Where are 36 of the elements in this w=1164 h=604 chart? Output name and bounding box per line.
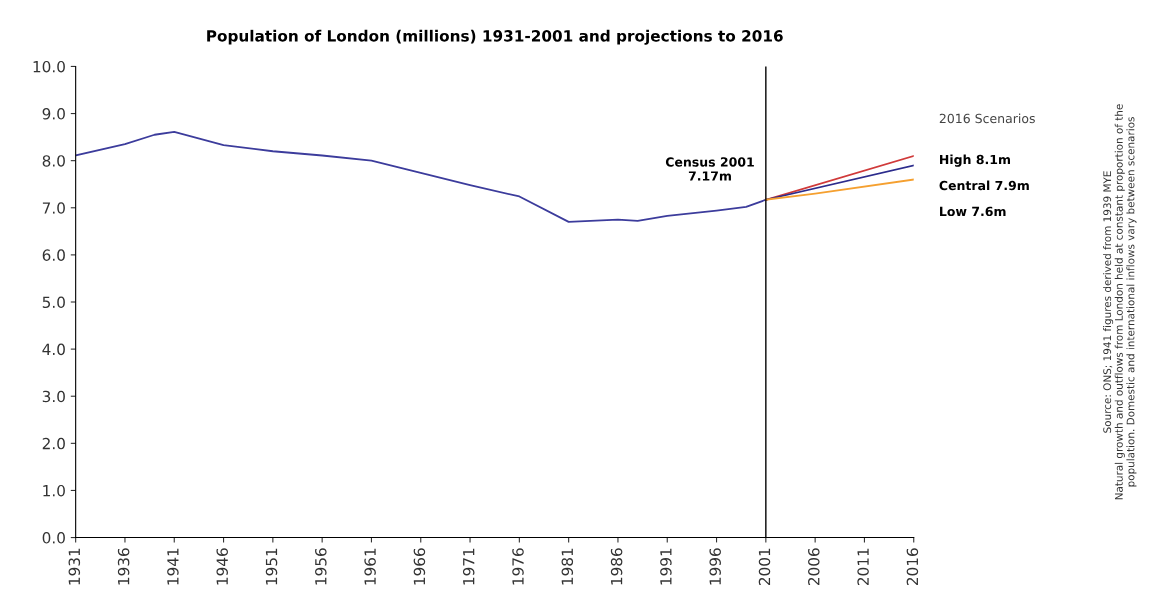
y-tick-label: 2.0 bbox=[42, 437, 65, 450]
y-tick-label: 9.0 bbox=[42, 108, 65, 120]
x-tick-label: 1976 bbox=[512, 548, 524, 585]
text: Low 7.6m bbox=[940, 206, 1006, 217]
x-tick-label: 1956 bbox=[315, 548, 327, 585]
annotation: Census 2001 7.17m bbox=[665, 157, 754, 181]
legend-title: 2016 Scenarios bbox=[939, 113, 1035, 124]
chart-title: Population of London (millions) 1931-2001 and projections to 2016 bbox=[207, 29, 783, 45]
y-tick-label: 3.0 bbox=[42, 390, 65, 403]
x-tick-label: 2001 bbox=[758, 548, 771, 586]
x-tick-label: 1986 bbox=[610, 548, 623, 585]
x-tick-label: 1931 bbox=[68, 548, 81, 585]
text: High 8.1m bbox=[940, 154, 1011, 167]
x-tick-label: 1971 bbox=[462, 548, 475, 585]
x-tick-label: 1981 bbox=[561, 548, 574, 585]
y-tick-label: 5.0 bbox=[42, 296, 65, 309]
x-tick-label: 1996 bbox=[709, 548, 721, 585]
x-tick-label: 2011 bbox=[857, 548, 869, 586]
x-tick-label: 1946 bbox=[216, 548, 228, 585]
y-tick-label: 0.0 bbox=[42, 532, 65, 544]
y-tick-label: 8.0 bbox=[42, 155, 65, 167]
x-tick-label: 1961 bbox=[364, 548, 376, 585]
x-tick-label: 1966 bbox=[413, 548, 426, 585]
x-tick-label: 1991 bbox=[660, 548, 672, 585]
x-tick-label: 2006 bbox=[808, 548, 820, 586]
source-note: Source: ONS; 1941 figures derived from 1939 MYE Natural growth and outflows from London held at constant proportion of the population. Domestic and international inflows vary between scenarios bbox=[1103, 104, 1137, 500]
y-tick-label: 4.0 bbox=[42, 343, 65, 356]
y-tick-label: 10.0 bbox=[33, 60, 65, 73]
x-tick-label: 1951 bbox=[265, 548, 278, 585]
text: Central 7.9m bbox=[939, 180, 1029, 191]
y-tick-label: 7.0 bbox=[42, 202, 65, 214]
y-tick-label: 6.0 bbox=[42, 249, 65, 261]
x-tick-label: 1941 bbox=[167, 548, 179, 585]
y-tick-label: 1.0 bbox=[43, 484, 65, 497]
x-tick-label: 1936 bbox=[117, 548, 130, 585]
x-tick-label: 2016 bbox=[906, 548, 919, 586]
